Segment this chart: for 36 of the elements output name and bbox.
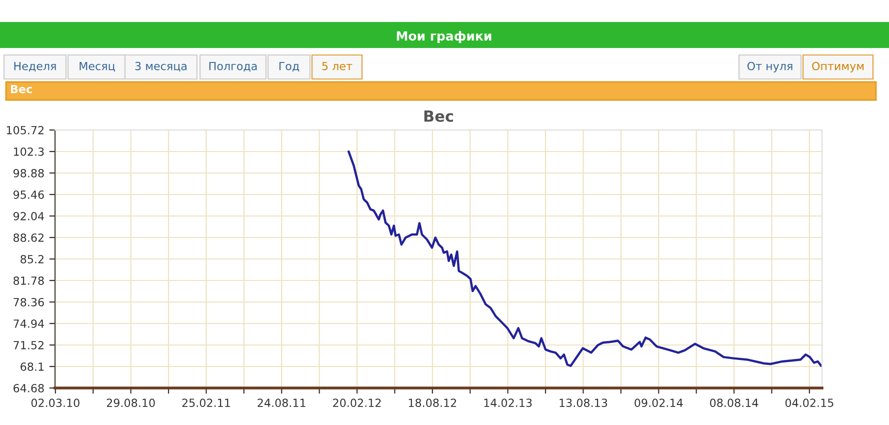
y-tick-label: 68.1: [20, 362, 44, 371]
x-tick-label: 14.02.13: [484, 398, 532, 408]
text: От нуля: [747, 62, 792, 72]
y-tick-label: 78.36: [14, 298, 44, 306]
y-tick-label: 71.52: [14, 340, 44, 350]
x-tick-label: 18.08.12: [408, 398, 456, 408]
text: Мои графики: [396, 30, 492, 44]
x-tick-label: 24.08.11: [258, 398, 306, 408]
chart-title: Вес: [424, 110, 454, 122]
text: Полгода: [209, 62, 257, 72]
text: Неделя: [14, 62, 56, 72]
x-tick-label: 29.08.10: [106, 398, 155, 408]
y-tick-label: 102.3: [14, 147, 44, 156]
text: Вес: [11, 84, 32, 94]
text: Оптимум: [812, 62, 864, 72]
x-tick-label: 09.02.14: [634, 398, 683, 408]
y-tick-label: 88.62: [14, 233, 44, 242]
y-tick-label: 85.2: [20, 254, 44, 264]
x-tick-label: 25.02.11: [182, 398, 230, 408]
text: Месяц: [80, 62, 115, 72]
x-tick-label: 08.08.14: [710, 398, 758, 408]
y-tick-label: 92.04: [13, 212, 44, 220]
x-tick-label: 20.02.12: [333, 398, 381, 408]
y-tick-label: 95.46: [13, 190, 44, 199]
y-tick-label: 105.72: [6, 126, 44, 134]
y-tick-label: 64.68: [14, 384, 44, 392]
text: Год: [279, 62, 300, 72]
x-tick-label: 13.08.13: [560, 398, 608, 408]
text: 5 лет: [322, 62, 352, 70]
x-tick-label: 04.02.15: [785, 398, 834, 408]
text: 3 месяца: [135, 62, 186, 72]
x-tick-label: 02.03.10: [31, 398, 80, 408]
y-tick-label: 98.88: [13, 168, 44, 178]
y-tick-label: 74.94: [14, 319, 44, 328]
line-series: [348, 150, 822, 367]
y-tick-label: 81.78: [14, 276, 44, 285]
